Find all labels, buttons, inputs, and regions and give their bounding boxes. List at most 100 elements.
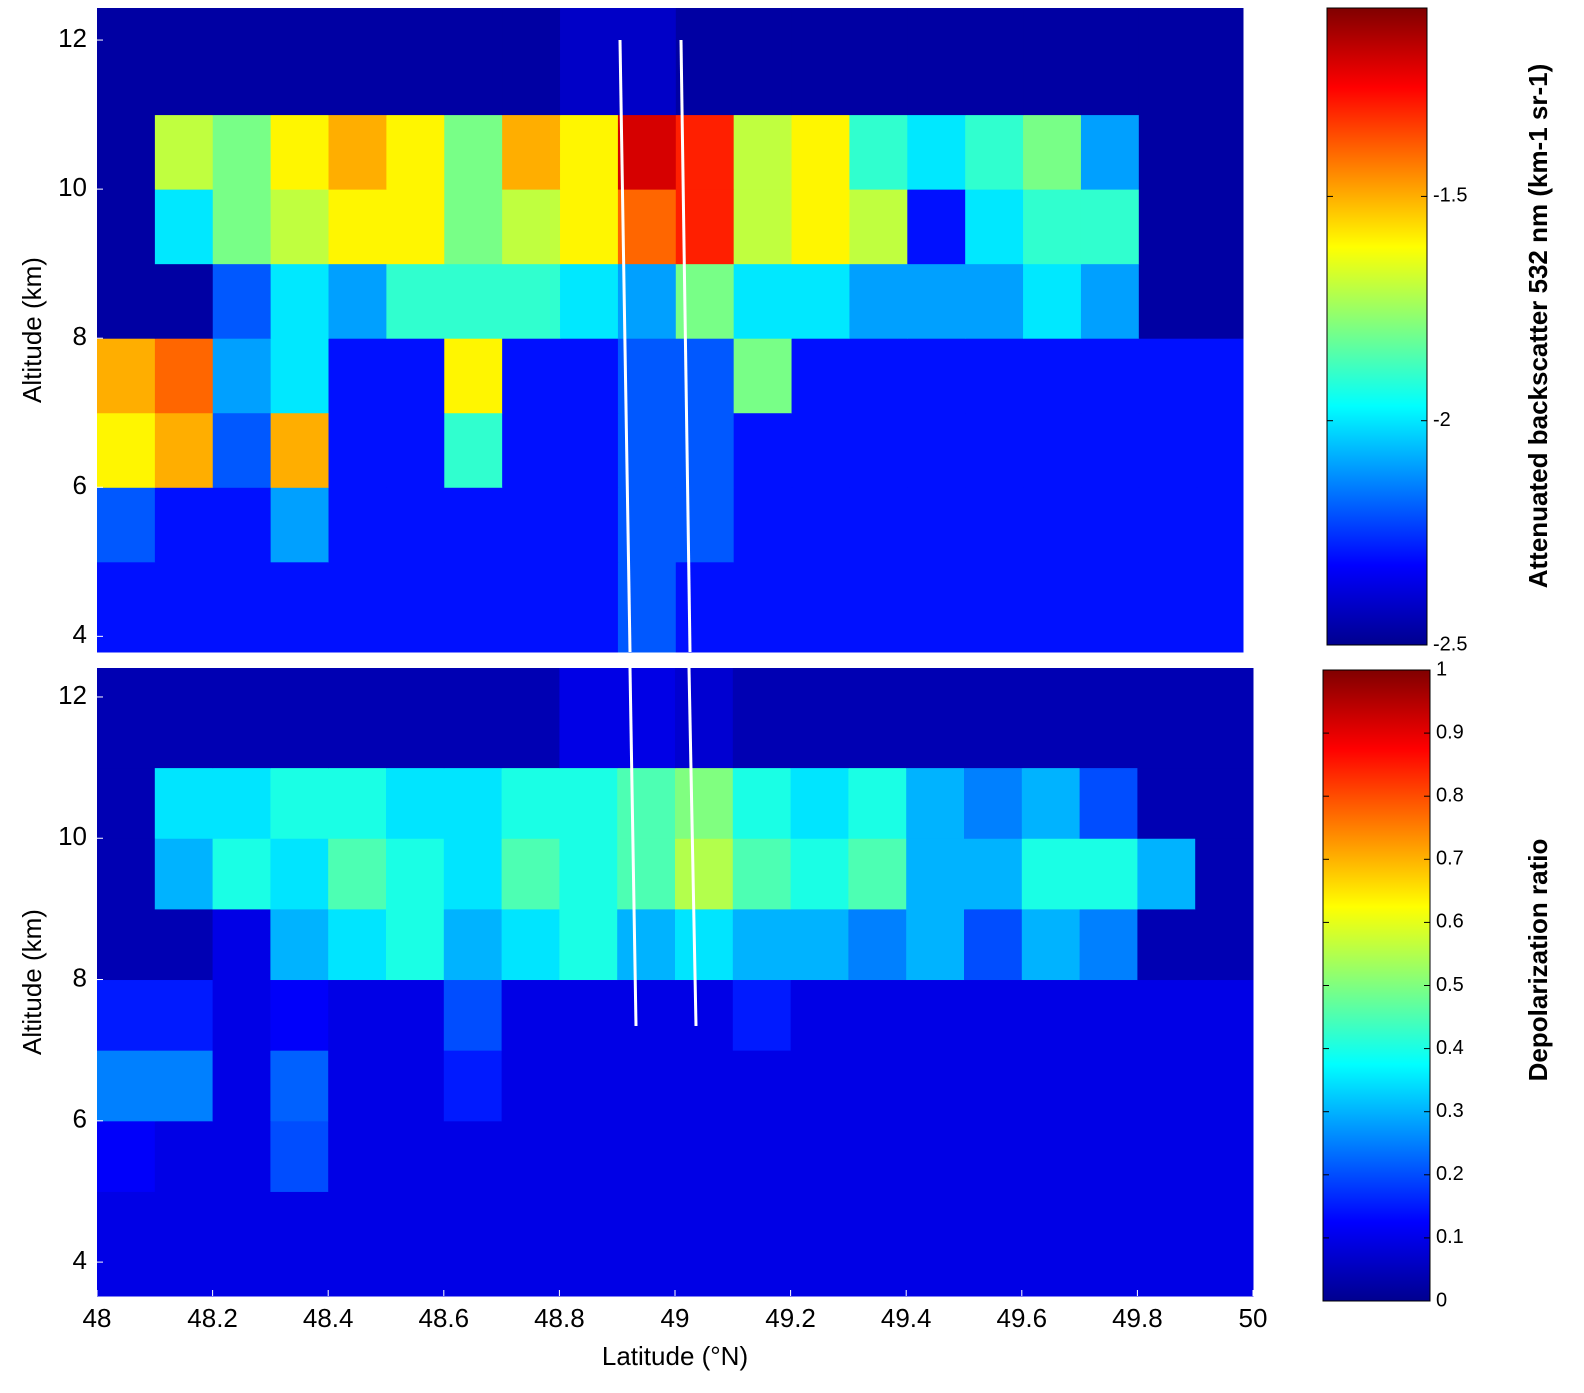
x-axis-label: Latitude (°N) [602, 1341, 748, 1371]
x-tick-label: 48.4 [303, 1303, 354, 1333]
heatmap-cell [1079, 908, 1138, 981]
colorbar-tick-label: 0.6 [1436, 911, 1464, 933]
heatmap-cell [1195, 908, 1254, 981]
heatmap-cell [154, 561, 214, 653]
heatmap-cell [848, 668, 907, 769]
heatmap-cell [1080, 189, 1140, 265]
heatmap-cell [791, 487, 850, 563]
heatmap-cell [1021, 979, 1081, 1051]
heatmap-cell [328, 487, 387, 563]
heatmap-cell [675, 979, 734, 1051]
heatmap-cell [386, 263, 445, 339]
y-tick-label: 12 [58, 680, 87, 710]
heatmap-cell [212, 1191, 271, 1297]
x-tick-label: 49.6 [996, 1303, 1047, 1333]
heatmap-cell [270, 189, 330, 265]
heatmap-cell [560, 412, 619, 488]
colorbar-tick-label: -1.5 [1433, 185, 1467, 207]
heatmap-cell [154, 908, 214, 981]
heatmap-cell [790, 1191, 849, 1297]
heatmap-cell [965, 338, 1024, 414]
heatmap-cell [732, 767, 792, 839]
heatmap-cell [560, 114, 619, 190]
y-tick-label: 6 [73, 1104, 87, 1134]
heatmap-cell [328, 412, 387, 488]
heatmap-cell [270, 767, 329, 839]
heatmap-cell [386, 908, 445, 981]
heatmap-cell [733, 487, 793, 563]
heatmap-cell [212, 1120, 271, 1192]
heatmap-cell [97, 189, 156, 265]
colorbar-tick-label: 0.3 [1436, 1100, 1464, 1122]
heatmap-cell [444, 114, 503, 190]
heatmap-cell [328, 979, 387, 1051]
heatmap-cell [559, 838, 618, 910]
heatmap-cell [386, 189, 445, 265]
heatmap-cell [328, 668, 387, 769]
heatmap-cell [1138, 263, 1198, 339]
heatmap-cell [501, 1120, 560, 1192]
heatmap-cell [790, 668, 849, 769]
heatmap-cell [502, 412, 561, 488]
heatmap-cell [1138, 412, 1198, 488]
heatmap-cell [154, 838, 214, 910]
heatmap-cell [270, 412, 330, 488]
heatmap-cell [965, 263, 1024, 339]
heatmap-cell [270, 1050, 329, 1122]
heatmap-cell [1021, 1120, 1081, 1192]
heatmap-cell [270, 487, 330, 563]
heatmap-cell [97, 561, 156, 653]
heatmap-cell [270, 908, 329, 981]
heatmap-cell [965, 189, 1024, 265]
heatmap-cell [906, 1120, 965, 1192]
heatmap-cell [212, 838, 271, 910]
heatmap-cell [154, 487, 214, 563]
heatmap-cell [328, 767, 387, 839]
heatmap-cell [154, 338, 214, 414]
heatmap-cell [907, 487, 966, 563]
heatmap-cell [617, 189, 677, 265]
heatmap-cell [1137, 1191, 1196, 1297]
heatmap-cell [1021, 1050, 1081, 1122]
heatmap-cell [790, 1120, 849, 1192]
heatmap-cell [501, 1050, 560, 1122]
heatmap-cell [444, 338, 503, 414]
heatmap-cell [154, 114, 214, 190]
heatmap-cell [1137, 1120, 1196, 1192]
heatmap-cell [617, 838, 676, 910]
heatmap-cell [386, 1191, 445, 1297]
heatmap-cell [1195, 1050, 1254, 1122]
heatmap-cell [1196, 487, 1244, 563]
heatmap-cell [1195, 767, 1254, 839]
heatmap-cell [906, 1191, 965, 1297]
heatmap-cell [964, 979, 1023, 1051]
heatmap-cell [154, 1050, 214, 1122]
heatmap-cell [212, 263, 272, 339]
heatmap-cell [328, 561, 387, 653]
heatmap-cell [560, 338, 619, 414]
x-tick-label: 49.2 [765, 1303, 816, 1333]
heatmap-cell [1023, 189, 1082, 265]
heatmap-cell [444, 8, 503, 116]
y-tick-label: 10 [58, 821, 87, 851]
heatmap-cell [617, 668, 676, 769]
heatmap-cell [328, 1191, 387, 1297]
heatmap-cell [1138, 189, 1198, 265]
heatmap-cell [154, 1191, 214, 1297]
y-tick-label: 8 [73, 321, 87, 351]
colorbar-tick-label: 0.9 [1436, 721, 1464, 743]
heatmap-cell [501, 668, 560, 769]
heatmap-cell [560, 8, 619, 116]
heatmap-cell [97, 1191, 156, 1297]
heatmap-cell [1023, 487, 1082, 563]
heatmap-cell [1079, 767, 1138, 839]
heatmap-cell [907, 561, 966, 653]
heatmap-cell [965, 8, 1024, 116]
x-tick-label: 48.2 [187, 1303, 238, 1333]
overlay [618, 39, 698, 1027]
heatmap-cell [675, 487, 735, 563]
heatmap-cell [212, 908, 271, 981]
heatmap-cell [617, 114, 677, 190]
heatmap-cell [906, 1050, 965, 1122]
heatmap-cell [617, 979, 676, 1051]
